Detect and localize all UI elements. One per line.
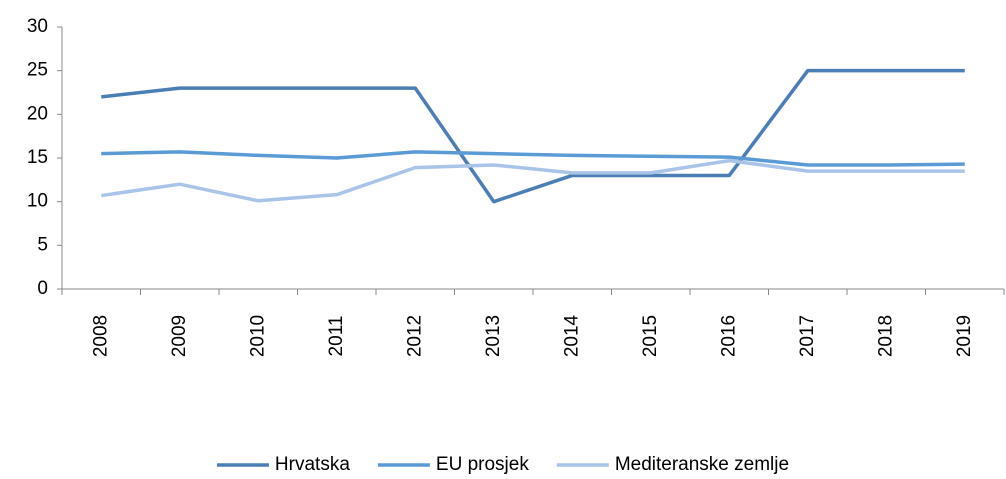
x-tick-label: 2010 <box>247 315 268 357</box>
line-series <box>101 150 965 167</box>
x-tick-label: 2012 <box>404 315 425 357</box>
x-tick-label: 2013 <box>483 315 504 357</box>
y-tick-label: 30 <box>27 16 48 37</box>
y-tick-label: 25 <box>27 60 48 81</box>
line-series <box>100 158 965 203</box>
x-tick-label: 2017 <box>797 315 818 357</box>
line-series <box>101 68 965 204</box>
x-tick-label: 2008 <box>90 315 111 357</box>
x-tick-label: 2016 <box>718 315 739 357</box>
y-tick-label: 15 <box>27 147 48 168</box>
x-tick-label: 2015 <box>640 315 661 357</box>
x-tick-label: 2019 <box>954 315 975 357</box>
x-tick-label: 2009 <box>169 315 190 357</box>
x-tick-label: 2011 <box>326 316 347 357</box>
y-tick-label: 0 <box>37 278 48 299</box>
x-tick-label: 2014 <box>561 314 582 357</box>
y-tick-label: 5 <box>37 234 48 255</box>
legend-label: EU prosjek <box>436 454 529 475</box>
legend-label: Mediteranske zemlje <box>615 454 789 475</box>
legend-label: Hrvatska <box>275 454 350 475</box>
x-tick-label: 2018 <box>875 315 896 357</box>
y-tick-label: 10 <box>27 191 48 212</box>
y-tick-label: 20 <box>27 103 48 124</box>
